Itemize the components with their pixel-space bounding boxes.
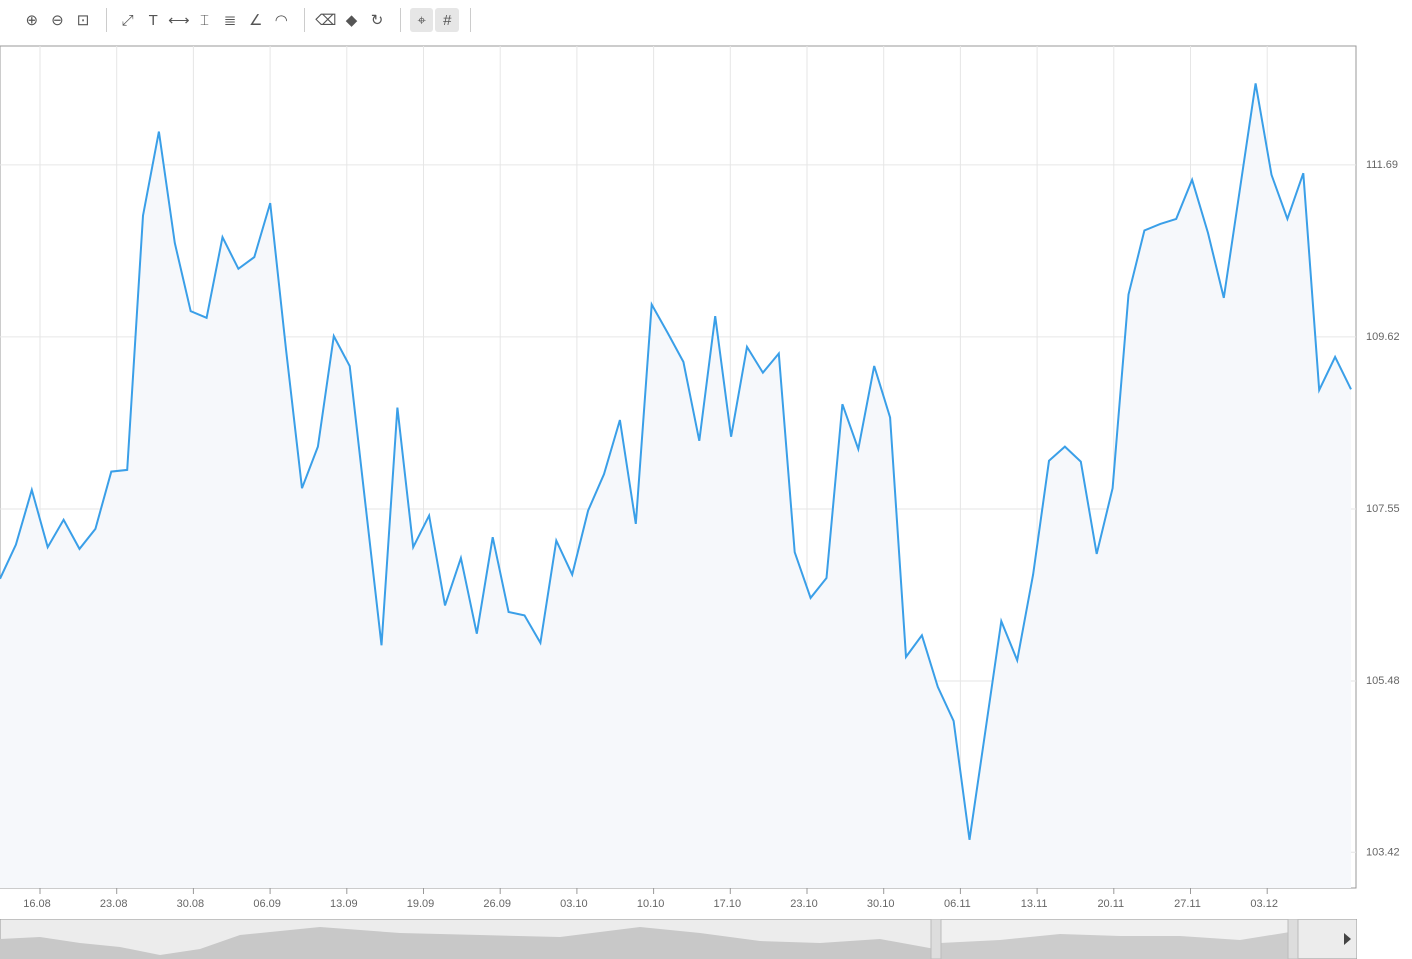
x-tick-label: 30.08 [177, 898, 205, 910]
toolbar-separator [399, 8, 401, 32]
trend-line-icon: ⤢ [121, 11, 134, 29]
navigator-series [940, 932, 1290, 959]
y-tick-label: 111.69 [1366, 159, 1398, 171]
x-tick-label: 27.11 [1174, 898, 1201, 910]
x-tick-label: 19.09 [407, 898, 435, 910]
horizontal-line-button[interactable]: ⟷ [167, 8, 191, 32]
horizontal-line-icon: ⟷ [168, 12, 190, 29]
navigator-series-outside [0, 927, 935, 959]
x-tick-label: 06.11 [944, 898, 971, 910]
x-tick-label: 13.11 [1021, 898, 1048, 910]
y-tick-label: 107.55 [1366, 503, 1400, 515]
crosshair-button[interactable]: ⌖ [409, 8, 434, 32]
x-tick-label: 06.09 [253, 898, 281, 910]
series-line [0, 83, 1352, 840]
fibonacci-fan-button[interactable]: ∠ [244, 8, 268, 32]
zoom-reset-button[interactable]: ⊡ [71, 8, 95, 32]
price-chart[interactable]: 16.08 23.08 30.08 06.09 13.09 19.09 26.09 03.10… [0, 0, 1412, 918]
scroll-right-arrow-icon[interactable] [1344, 933, 1351, 945]
grid-icon: # [443, 11, 452, 29]
x-tick-label: 26.09 [483, 898, 511, 910]
eraser-icon: ⌫ [315, 12, 337, 29]
fibonacci-retracement-icon: ≣ [223, 12, 237, 29]
zoom-in-button[interactable]: ⊕ [20, 8, 44, 32]
fibonacci-fan-icon: ∠ [248, 12, 263, 29]
refresh-icon: ↻ [370, 12, 384, 29]
x-tick-label: 03.10 [560, 898, 588, 910]
grid-button[interactable]: # [435, 8, 460, 32]
vertical-line-button[interactable]: ⌶ [193, 8, 217, 32]
zoom-in-icon: ⊕ [25, 12, 39, 29]
x-tick-label: 13.09 [330, 898, 358, 910]
zoom-out-button[interactable]: ⊖ [46, 8, 70, 32]
x-tick-label: 23.10 [790, 898, 818, 910]
y-tick-label: 103.42 [1366, 846, 1400, 858]
series-area [0, 83, 1351, 888]
navigator-left-handle[interactable] [930, 919, 942, 959]
crosshair-icon: ⌖ [417, 11, 426, 29]
eraser-button[interactable]: ⌫ [314, 8, 338, 32]
refresh-button[interactable]: ↻ [365, 8, 389, 32]
navigator[interactable] [0, 919, 1357, 959]
y-tick-label: 105.48 [1366, 675, 1400, 687]
x-tick-label: 23.08 [100, 898, 128, 910]
x-tick-label: 16.08 [23, 898, 51, 910]
text-icon: T [148, 11, 158, 29]
erase-all-button[interactable]: ◆ [340, 8, 364, 32]
toolbar-separator [470, 8, 472, 32]
fibonacci-arc-icon: ◠ [274, 12, 288, 29]
y-tick-label: 109.62 [1366, 331, 1400, 343]
fibonacci-arc-button[interactable]: ◠ [269, 8, 293, 32]
vertical-line-icon: ⌶ [199, 11, 209, 29]
x-tick-label: 30.10 [867, 898, 895, 910]
erase-all-icon: ◆ [345, 12, 358, 29]
x-tick-label: 17.10 [714, 898, 742, 910]
x-tick-label: 10.10 [637, 898, 665, 910]
toolbar-separator [105, 8, 107, 32]
toolbar-separator [304, 8, 306, 32]
x-tick-label: 03.12 [1250, 898, 1278, 910]
navigator-right-handle[interactable] [1287, 919, 1299, 959]
fibonacci-retracement-button[interactable]: ≣ [218, 8, 242, 32]
trend-line-button[interactable]: ⤢ [116, 8, 140, 32]
chart-toolbar: ⊕ ⊖ ⊡ ⤢ T ⟷ ⌶ ≣ ∠ ◠ ⌫ ◆ ↻ ⌖ # [0, 0, 480, 40]
zoom-reset-icon: ⊡ [76, 12, 90, 29]
text-button[interactable]: T [141, 8, 165, 32]
x-tick-label: 20.11 [1097, 898, 1124, 910]
zoom-out-icon: ⊖ [51, 12, 64, 29]
